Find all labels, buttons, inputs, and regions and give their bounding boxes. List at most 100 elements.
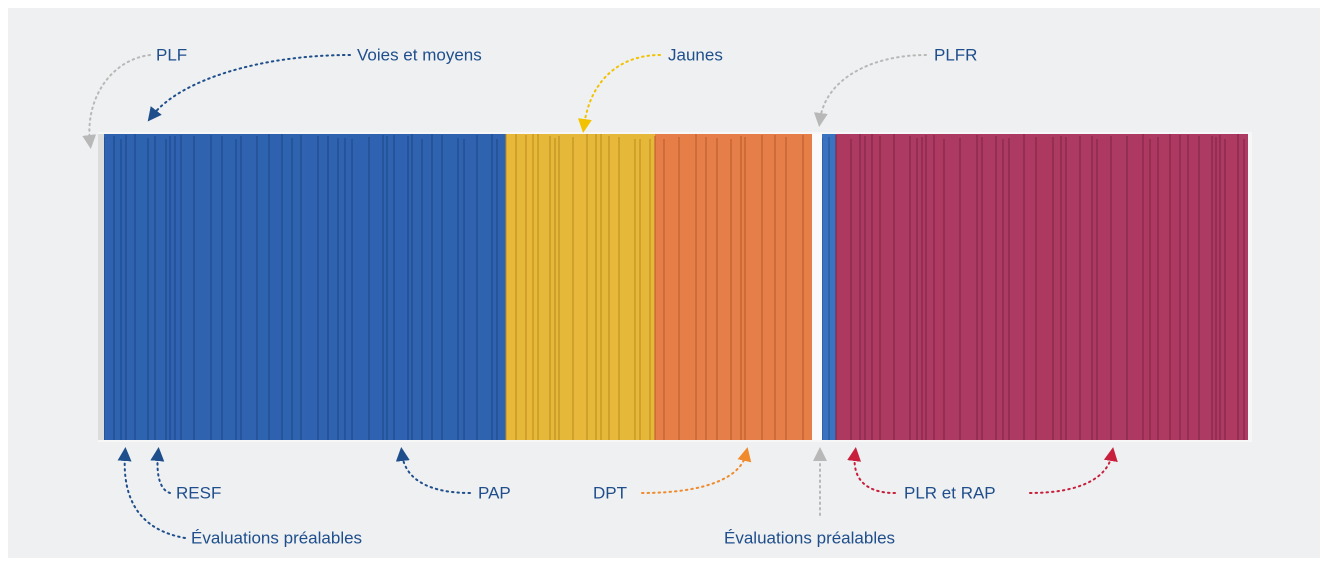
book-spine bbox=[745, 137, 762, 440]
book-spine bbox=[609, 136, 619, 440]
book-spine bbox=[432, 134, 442, 440]
book-spine bbox=[803, 135, 812, 440]
book-spine bbox=[236, 139, 241, 440]
book-spine bbox=[1061, 136, 1066, 440]
label: PAP bbox=[478, 483, 511, 502]
book-spine bbox=[922, 137, 926, 440]
book-spine bbox=[194, 136, 211, 440]
book-spine bbox=[1143, 134, 1150, 440]
label: PLFR bbox=[934, 45, 977, 64]
book-spine bbox=[926, 135, 934, 440]
book-spine bbox=[345, 138, 352, 440]
book-spine bbox=[383, 135, 387, 440]
book-spine bbox=[1111, 136, 1127, 440]
book-spine bbox=[526, 135, 533, 440]
book-spine bbox=[664, 139, 679, 440]
book-spine bbox=[492, 134, 497, 440]
book-spine bbox=[477, 135, 492, 440]
label: Évaluations préalables bbox=[191, 528, 362, 547]
label: Voies et moyens bbox=[357, 45, 482, 64]
book-spine bbox=[1216, 137, 1220, 440]
book-spine bbox=[596, 134, 601, 440]
book-spine bbox=[601, 134, 609, 440]
book-spine bbox=[894, 134, 910, 440]
book-spine bbox=[282, 134, 292, 440]
books bbox=[98, 134, 1248, 440]
book-spine bbox=[865, 136, 872, 440]
arrow bbox=[577, 54, 661, 133]
book-spine bbox=[880, 136, 894, 440]
book-spine bbox=[1053, 137, 1061, 440]
label: RESF bbox=[176, 483, 221, 502]
book-spine bbox=[1199, 136, 1212, 440]
book-spine bbox=[1092, 136, 1097, 440]
book-spine bbox=[458, 138, 464, 440]
book-spine bbox=[1009, 138, 1024, 440]
label: PLR et RAP bbox=[904, 483, 996, 502]
book-spine bbox=[135, 134, 148, 440]
book-spine bbox=[829, 137, 836, 440]
book-spine bbox=[338, 138, 345, 440]
book-spine bbox=[442, 135, 458, 440]
book-spine bbox=[822, 138, 829, 440]
arrow bbox=[82, 54, 151, 149]
book-spine bbox=[786, 137, 803, 440]
book-spine bbox=[1238, 134, 1244, 440]
book-spine bbox=[181, 135, 194, 440]
book-spine bbox=[812, 134, 822, 440]
book-spine bbox=[387, 136, 394, 440]
book-spine bbox=[917, 138, 922, 440]
book-spine bbox=[619, 137, 635, 440]
book-spine bbox=[422, 139, 432, 440]
book-spine bbox=[1212, 136, 1216, 440]
book-spine bbox=[982, 137, 996, 440]
book-spine bbox=[650, 139, 655, 440]
book-spine bbox=[394, 135, 408, 440]
book-spine bbox=[1188, 135, 1199, 440]
label: Jaunes bbox=[668, 45, 723, 64]
label: PLF bbox=[156, 45, 187, 64]
book-spine bbox=[155, 136, 166, 440]
arrow bbox=[150, 447, 171, 494]
book-spine bbox=[775, 135, 786, 440]
book-spine bbox=[1127, 136, 1143, 440]
book-spine bbox=[464, 139, 477, 440]
book-spine bbox=[269, 134, 282, 440]
book-spine bbox=[408, 136, 412, 440]
book-spine bbox=[655, 136, 664, 440]
book-spine bbox=[573, 137, 587, 440]
book-spine bbox=[934, 135, 944, 440]
book-spine bbox=[175, 136, 181, 440]
book-spine bbox=[352, 139, 369, 440]
book-spine bbox=[731, 139, 741, 440]
book-spine bbox=[1024, 134, 1036, 440]
book-spine bbox=[550, 136, 555, 440]
book-spine bbox=[166, 139, 170, 440]
book-spine bbox=[241, 136, 257, 440]
book-spine bbox=[222, 136, 236, 440]
book-spine bbox=[328, 136, 338, 440]
book-spine bbox=[516, 134, 526, 440]
book-spine bbox=[679, 137, 696, 440]
book-spine bbox=[211, 135, 222, 440]
book-spine bbox=[1225, 139, 1238, 440]
book-spine bbox=[318, 136, 328, 440]
book-spine bbox=[301, 135, 318, 440]
book-spine bbox=[1244, 139, 1248, 440]
book-spine bbox=[1066, 137, 1080, 440]
book-spine bbox=[538, 134, 550, 440]
book-spine bbox=[1036, 137, 1053, 440]
book-spine bbox=[1003, 139, 1009, 440]
arrow bbox=[641, 447, 752, 494]
book-spine bbox=[121, 139, 126, 440]
book-spine bbox=[1170, 134, 1180, 440]
book-spine bbox=[114, 136, 121, 440]
book-spine bbox=[98, 134, 104, 440]
book-spine bbox=[369, 137, 383, 440]
label: DPT bbox=[593, 483, 627, 502]
book-spine bbox=[1158, 137, 1170, 440]
book-spine bbox=[996, 136, 1003, 440]
book-spine bbox=[412, 134, 422, 440]
book-spine bbox=[148, 138, 155, 440]
book-spine bbox=[977, 135, 982, 440]
